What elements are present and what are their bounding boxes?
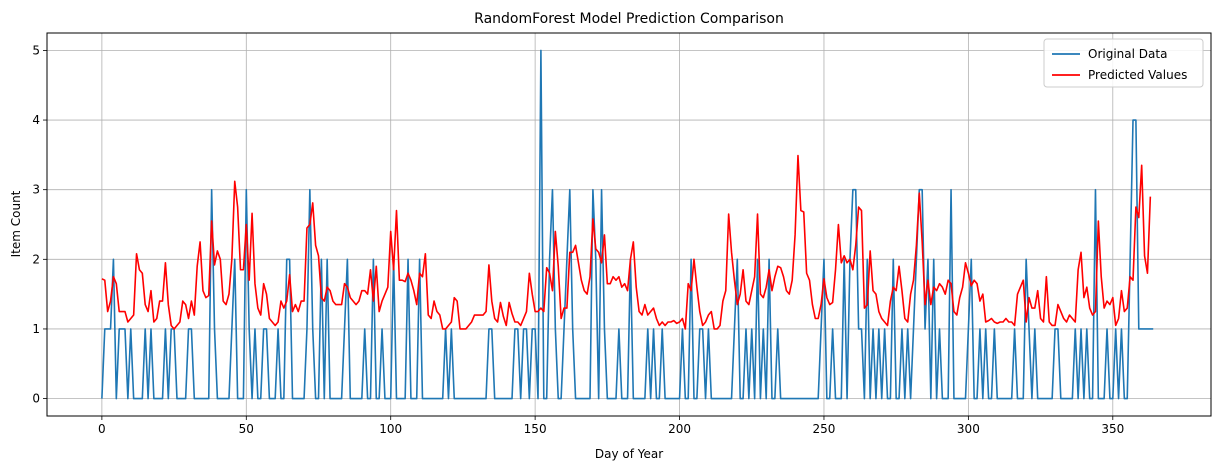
x-tick-label: 200	[668, 422, 691, 436]
x-tick-label: 250	[813, 422, 836, 436]
x-tick-label: 0	[98, 422, 106, 436]
y-axis-label: Item Count	[9, 190, 23, 257]
grid-lines	[47, 33, 1211, 416]
x-tick-label: 100	[379, 422, 402, 436]
y-axis-ticks: 0 1 2 3 4 5	[32, 43, 47, 406]
legend-box	[1043, 38, 1204, 88]
y-tick-label: 3	[32, 183, 40, 197]
legend-label: Predicted Values	[1088, 68, 1187, 82]
y-tick-label: 0	[32, 392, 40, 406]
chart-title: RandomForest Model Prediction Comparison	[474, 11, 784, 27]
x-axis-ticks: 0 50 100 150 200 250 300 350	[98, 416, 1124, 436]
y-tick-label: 2	[32, 252, 40, 266]
plot-frame	[46, 32, 1212, 417]
x-tick-label: 150	[524, 422, 547, 436]
y-tick-label: 1	[32, 322, 40, 336]
plot-area	[101, 49, 1154, 400]
legend-label: Original Data	[1088, 47, 1167, 61]
legend: Original Data Predicted Values	[1043, 38, 1204, 88]
y-tick-label: 5	[32, 43, 40, 57]
x-tick-label: 50	[239, 422, 254, 436]
x-tick-label: 300	[957, 422, 980, 436]
x-tick-label: 350	[1101, 422, 1124, 436]
y-tick-label: 4	[32, 113, 40, 127]
series-line-predicted-values	[101, 154, 1152, 330]
series-line-original-data	[101, 49, 1154, 400]
x-axis-label: Day of Year	[595, 447, 663, 461]
